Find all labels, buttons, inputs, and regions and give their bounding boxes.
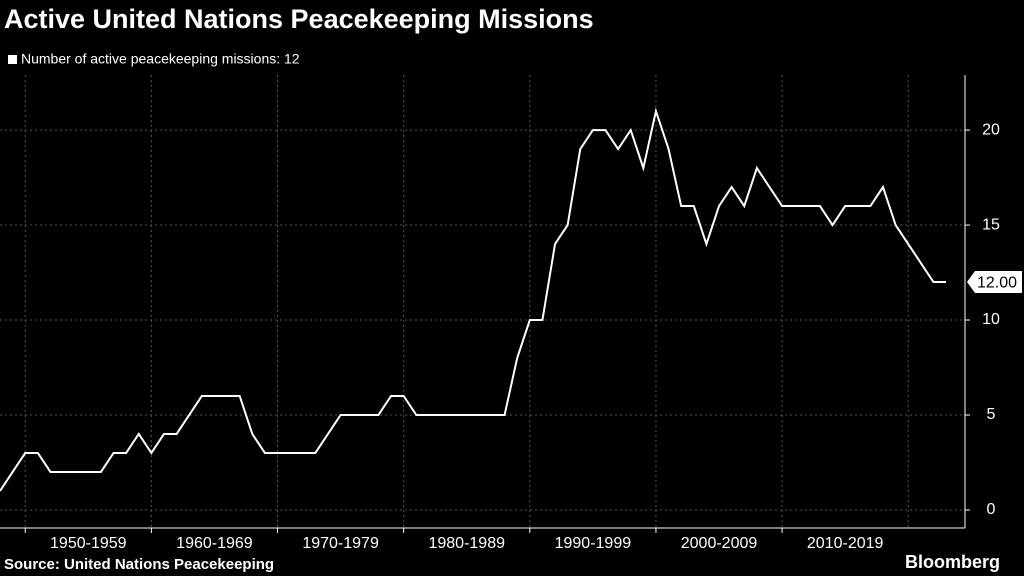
last-value-callout	[967, 271, 1022, 294]
brand: Bloomberg	[905, 552, 1000, 572]
x-tick-label: 2000-2009	[681, 535, 758, 552]
last-value-label: 12.00	[977, 274, 1017, 291]
x-tick-label: 1950-1959	[50, 535, 127, 552]
chart-title: Active United Nations Peacekeeping Missi…	[4, 4, 594, 34]
y-tick-label: 5	[987, 406, 996, 423]
source: Source: United Nations Peacekeeping	[4, 556, 274, 573]
y-tick-label: 0	[987, 501, 996, 518]
legend-swatch	[8, 55, 17, 64]
y-tick-label: 20	[982, 121, 1000, 138]
y-tick-label: 10	[982, 311, 1000, 328]
legend-label: Number of active peacekeeping missions: …	[21, 51, 300, 67]
x-tick-label: 1980-1989	[428, 535, 505, 552]
line	[0, 107, 947, 492]
x-tick-label: 1990-1999	[555, 535, 632, 552]
x-tick-label: 2010-2019	[807, 535, 884, 552]
x-tick-label: 1970-1979	[302, 535, 379, 552]
x-tick-label: 1960-1969	[176, 535, 253, 552]
y-tick-label: 15	[982, 216, 1000, 233]
